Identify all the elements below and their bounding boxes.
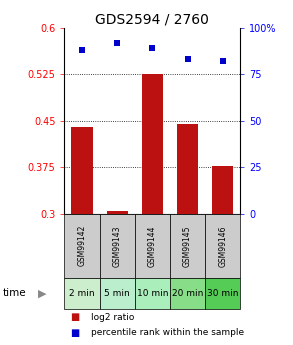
Text: GSM99145: GSM99145 [183,225,192,267]
Title: GDS2594 / 2760: GDS2594 / 2760 [96,12,209,27]
Bar [170,214,205,278]
Bar [135,278,170,309]
Point [115,40,120,45]
Text: 20 min: 20 min [172,289,203,298]
Bar [71,127,93,214]
Bar [205,214,240,278]
Bar [107,211,128,214]
Text: GSM99146: GSM99146 [218,225,227,267]
Text: ■: ■ [70,328,80,338]
Bar [142,74,163,214]
Bar [135,214,170,278]
Text: ▶: ▶ [38,288,47,298]
Point [80,47,84,53]
Text: time: time [3,288,27,298]
Bar [205,278,240,309]
Text: log2 ratio: log2 ratio [91,313,134,322]
Point [150,45,155,51]
Text: GSM99144: GSM99144 [148,225,157,267]
Point [185,57,190,62]
Point [220,58,225,64]
Bar [177,124,198,214]
Bar [64,278,100,309]
Bar [100,214,135,278]
Text: 5 min: 5 min [104,289,130,298]
Text: 10 min: 10 min [137,289,168,298]
Text: 2 min: 2 min [69,289,95,298]
Bar [212,166,233,214]
Bar [170,278,205,309]
Text: ■: ■ [70,313,80,322]
Text: 30 min: 30 min [207,289,239,298]
Text: GSM99143: GSM99143 [113,225,122,267]
Text: GSM99142: GSM99142 [78,225,86,266]
Bar [64,214,100,278]
Text: percentile rank within the sample: percentile rank within the sample [91,328,244,337]
Bar [100,278,135,309]
